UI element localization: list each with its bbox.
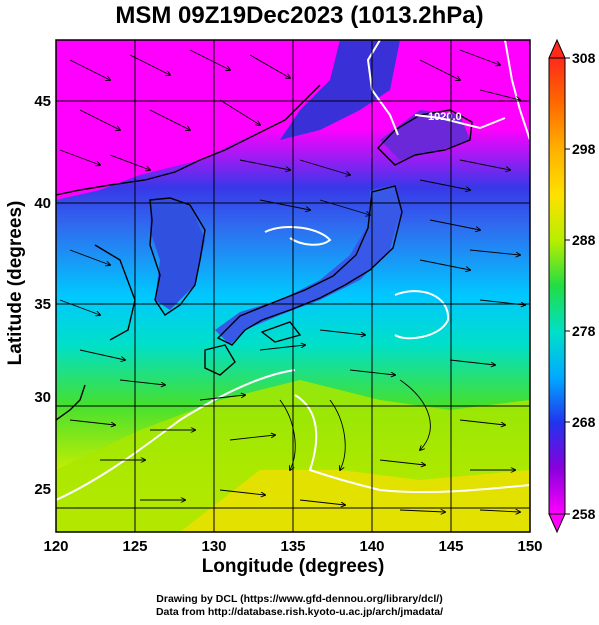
plot-frame [55, 39, 531, 533]
x-tick-125: 125 [122, 538, 147, 555]
x-tick-130: 130 [201, 538, 226, 555]
y-tick-labels: 25 30 35 40 45 [34, 93, 51, 498]
y-tick-25: 25 [34, 481, 51, 498]
y-tick-45: 45 [34, 93, 51, 110]
x-tick-120: 120 [43, 538, 68, 555]
colorbar-tick-268: 268 [572, 414, 596, 430]
x-tick-135: 135 [280, 538, 305, 555]
x-tick-140: 140 [359, 538, 384, 555]
colorbar-tick-258: 258 [572, 506, 596, 522]
colorbar-tick-308: 308 [572, 50, 596, 66]
y-tick-35: 35 [34, 296, 51, 313]
map-title: MSM 09Z19Dec2023 (1013.2hPa) [115, 2, 484, 29]
colorbar: 308 298 288 278 268 258 [548, 38, 596, 534]
wind-streamlines [59, 49, 525, 512]
credit-drawing: Drawing by DCL (https://www.gfd-dennou.o… [156, 593, 443, 605]
x-tick-145: 145 [438, 538, 463, 555]
colorbar-tick-278: 278 [572, 323, 596, 339]
credits: Drawing by DCL (https://www.gfd-dennou.o… [0, 593, 599, 619]
map-grid [56, 40, 530, 532]
x-axis-label: Longitude (degrees) [201, 556, 385, 577]
isobars [56, 40, 530, 501]
credit-data: Data from http://database.rish.kyoto-u.a… [155, 606, 444, 618]
colorbar-scale [548, 57, 566, 515]
x-tick-labels: 120 125 130 135 140 145 150 [43, 538, 542, 555]
y-axis-label: Latitude (degrees) [5, 200, 26, 366]
isobar-label: 1020.0 [428, 111, 462, 123]
colorbar-tick-298: 298 [572, 141, 596, 157]
colorbar-tick-288: 288 [572, 232, 596, 248]
colorbar-top-arrow [548, 38, 566, 59]
coastlines [56, 84, 473, 421]
x-tick-150: 150 [517, 538, 542, 555]
colorbar-bottom-arrow [548, 513, 566, 534]
y-tick-40: 40 [34, 195, 51, 212]
y-tick-30: 30 [34, 389, 51, 406]
